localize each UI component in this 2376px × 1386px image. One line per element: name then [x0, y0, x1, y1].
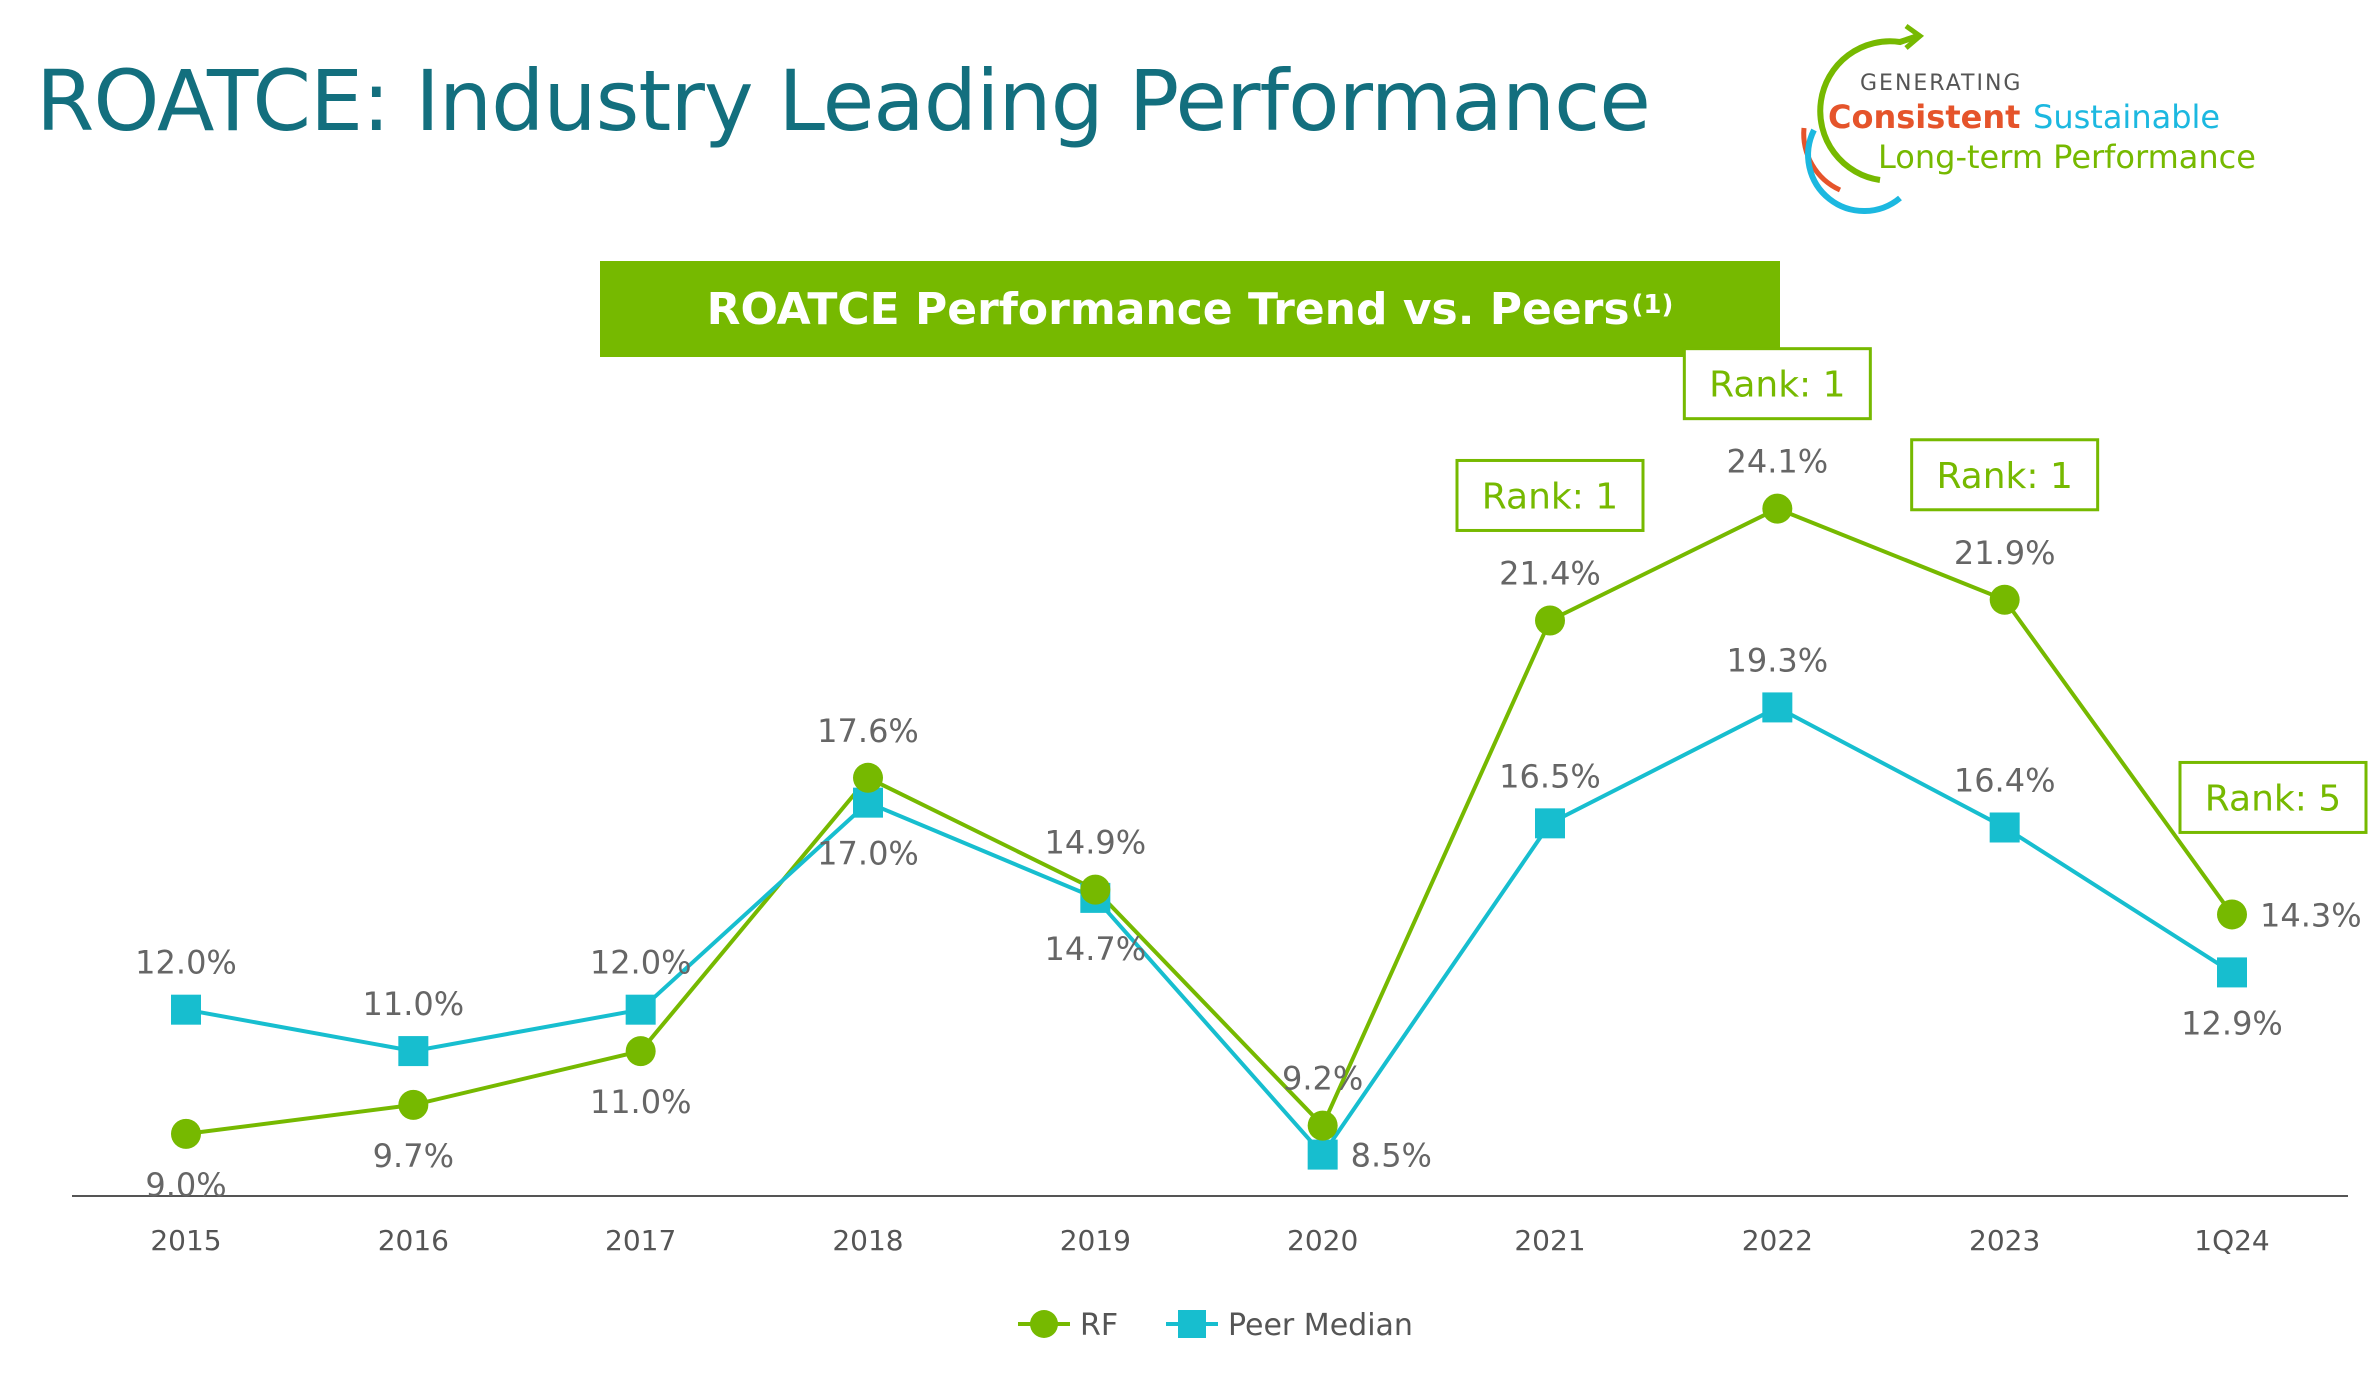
rf-marker-2016	[398, 1089, 429, 1120]
rank-annotation-2022: Rank: 1	[1682, 347, 1872, 421]
rank-annotation-2021: Rank: 1	[1455, 458, 1645, 532]
logo-arc-orange	[1801, 127, 1842, 193]
legend-label: Peer Median	[1228, 1308, 1413, 1343]
rf-data-label-2019: 14.9%	[1045, 824, 1147, 862]
rf-data-label-1q24: 14.3%	[2260, 896, 2362, 934]
logo-sustainable: Sustainable	[2033, 98, 2220, 136]
rank-box	[2178, 760, 2368, 834]
peer-median-marker-2020	[1307, 1139, 1338, 1170]
rank-box	[1682, 347, 1872, 421]
logo-consistent: Consistent	[1828, 98, 2020, 136]
x-tick-label-2017: 2017	[605, 1224, 676, 1257]
logo-arrow-icon	[1904, 23, 1925, 50]
logo-arc-green	[1817, 33, 1919, 183]
peer-median-data-label-2019: 14.7%	[1045, 930, 1147, 968]
x-tick-label-2018: 2018	[832, 1224, 903, 1257]
peer-median-data-label-2021: 16.5%	[1499, 757, 1601, 795]
peer-median-marker-2016	[398, 1036, 429, 1067]
rank-annotation-2023: Rank: 1	[1910, 438, 2100, 512]
chart-title-footnote: (1)	[1631, 290, 1674, 320]
x-tick-label-2015: 2015	[150, 1224, 221, 1257]
rf-marker-1q24	[2217, 899, 2247, 930]
legend-label: RF	[1080, 1308, 1118, 1343]
rf-marker-2023	[1989, 584, 2020, 615]
peer-median-data-label-2022: 19.3%	[1727, 641, 1829, 679]
rf-data-label-2020: 9.2%	[1282, 1060, 1363, 1098]
x-tick-label-2021: 2021	[1514, 1224, 1585, 1257]
rf-data-label-2016: 9.7%	[373, 1137, 454, 1175]
legend-circle-icon	[1030, 1310, 1058, 1338]
rf-marker-2021	[1535, 605, 1565, 636]
rf-data-label-2018: 17.6%	[817, 712, 919, 750]
rf-data-label-2015: 9.0%	[145, 1166, 226, 1204]
rf-data-label-2021: 21.4%	[1499, 554, 1601, 592]
chart-title: ROATCE Performance Trend vs. Peers	[706, 283, 1630, 335]
legend-item-rf: RF	[1018, 1308, 1118, 1343]
x-tick-label-2023: 2023	[1969, 1224, 2040, 1257]
legend-square-icon	[1178, 1310, 1206, 1338]
rf-data-label-2022: 24.1%	[1727, 443, 1829, 481]
peer-median-marker-2021	[1535, 808, 1565, 839]
series-line-peer-median	[185, 705, 2234, 1158]
logo: GENERATING Consistent Sustainable Long-t…	[1801, 23, 2256, 214]
rank-box	[1910, 438, 2100, 512]
x-tick-label-2022: 2022	[1742, 1224, 1813, 1257]
rank-text: Rank: 1	[1482, 476, 1618, 517]
rf-data-label-2017: 11.0%	[590, 1083, 692, 1121]
rf-marker-2020	[1307, 1110, 1338, 1141]
rf-marker-2017	[625, 1036, 656, 1067]
peer-median-data-label-2020: 8.5%	[1351, 1137, 1432, 1175]
rf-data-label-2023: 21.9%	[1954, 534, 2056, 572]
peer-median-data-label-1q24: 12.9%	[2181, 1004, 2283, 1042]
rf-marker-2015	[171, 1118, 201, 1149]
x-tick-label-2019: 2019	[1060, 1224, 1131, 1257]
legend-item-peer-median: Peer Median	[1166, 1308, 1413, 1343]
rf-marker-2019	[1080, 874, 1111, 905]
peer-median-marker-1q24	[2217, 957, 2247, 988]
x-tick-label-1q24: 1Q24	[2194, 1224, 2269, 1257]
rank-text: Rank: 1	[1936, 456, 2072, 497]
x-tick-label-2016: 2016	[378, 1224, 449, 1257]
page-title: ROATCE: Industry Leading Performance	[36, 52, 1651, 150]
rank-annotation-1q24: Rank: 5	[2178, 760, 2368, 834]
chart-title-banner: ROATCE Performance Trend vs. Peers (1)	[600, 261, 1780, 357]
peer-median-data-label-2018: 17.0%	[817, 835, 919, 873]
series-line-rf	[185, 506, 2234, 1136]
logo-arc-blue	[1805, 128, 1902, 214]
peer-median-marker-2015	[171, 994, 201, 1025]
rank-text: Rank: 5	[2205, 778, 2341, 819]
peer-median-data-label-2015: 12.0%	[135, 944, 237, 982]
peer-median-marker-2023	[1989, 812, 2020, 843]
peer-median-data-label-2023: 16.4%	[1954, 761, 2056, 799]
rank-box	[1455, 458, 1645, 532]
rank-text: Rank: 1	[1709, 365, 1845, 406]
rf-marker-2022	[1762, 493, 1793, 524]
peer-median-data-label-2017: 12.0%	[590, 944, 692, 982]
x-tick-label-2020: 2020	[1287, 1224, 1358, 1257]
peer-median-data-label-2016: 11.0%	[363, 985, 465, 1023]
rf-marker-2018	[853, 762, 883, 793]
peer-median-marker-2017	[625, 994, 656, 1025]
logo-generating: GENERATING	[1860, 71, 2022, 96]
logo-longterm: Long-term Performance	[1878, 138, 2256, 176]
peer-median-marker-2022	[1762, 692, 1793, 723]
